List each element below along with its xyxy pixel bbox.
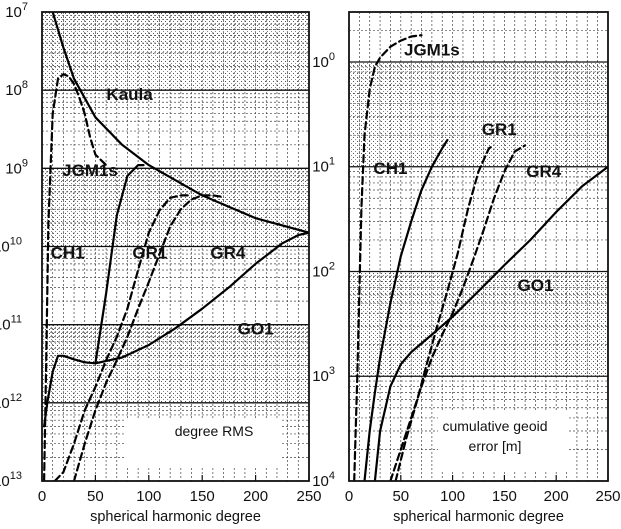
shaded-decade-band	[42, 324, 309, 403]
x-tick-label: 200	[544, 488, 569, 505]
annotation-text: degree RMS	[175, 423, 254, 439]
degree-rms-panel: Kaula JGM1s CH1 GR1 GR4 GO1 degree RMS 0 50 100 15…	[0, 1, 322, 525]
series-line-gr4	[389, 144, 527, 481]
shaded-decade-band	[349, 271, 608, 377]
y-tick-label: 104	[312, 470, 335, 490]
shaded-decade-band	[42, 12, 309, 91]
x-tick-label: 200	[243, 488, 268, 505]
plot-frame	[41, 11, 310, 482]
x-tick-label: 0	[345, 488, 353, 505]
x-tick-label: 50	[392, 488, 409, 505]
y-tick-label: 101	[312, 156, 335, 176]
series-label-jgm1s: JGM1s	[404, 41, 460, 60]
series-label-go1: GO1	[238, 319, 274, 338]
series-group	[353, 34, 608, 481]
series-group	[42, 12, 309, 481]
series-label-ch1: CH1	[373, 159, 407, 178]
annotation-box	[438, 411, 568, 471]
cumulative-geoid-error-panel: JGM1s CH1 GR1 GR4 GO1 cumulative geoid error […	[312, 11, 621, 525]
series-line-ch1	[42, 164, 145, 428]
y-tick-label: 107	[5, 1, 28, 21]
x-tick-label: 250	[296, 488, 321, 505]
series-label-ch1: CH1	[51, 244, 85, 263]
series-label-gr1: GR1	[132, 244, 167, 263]
shaded-decade-band	[349, 61, 608, 167]
x-tick-label: 0	[38, 488, 46, 505]
plot-frame	[348, 11, 609, 482]
series-line-kaula	[51, 12, 309, 234]
annotation-text: cumulative geoid	[442, 418, 547, 434]
series-line-jgm1s	[42, 73, 108, 481]
x-axis-label: spherical harmonic degree	[393, 509, 564, 525]
series-line-ch1	[363, 138, 449, 481]
annotation-box	[126, 418, 280, 466]
y-tick-label: 103	[312, 365, 335, 385]
x-tick-label: 250	[595, 488, 620, 505]
series-line-gr4	[72, 194, 225, 481]
series-line-go1	[94, 231, 309, 365]
series-label-kaula: Kaula	[106, 85, 153, 104]
y-tick-label: 1013	[0, 470, 22, 490]
y-tick-label: 1010	[0, 236, 22, 256]
annotation-text: error [m]	[469, 438, 522, 454]
x-tick-label: 100	[136, 488, 161, 505]
series-line-gr1	[53, 194, 193, 481]
x-tick-label: 100	[440, 488, 465, 505]
series-label-gr4: GR4	[526, 162, 562, 181]
series-label-gr4: GR4	[210, 244, 246, 263]
x-tick-label: 150	[492, 488, 517, 505]
series-line-jgm1s	[353, 34, 423, 481]
x-tick-label: 150	[190, 488, 215, 505]
y-tick-label: 109	[5, 157, 28, 177]
y-tick-label: 102	[312, 260, 335, 280]
series-label-go1: GO1	[518, 276, 554, 295]
series-label-jgm1s: JGM1s	[62, 161, 118, 180]
series-label-gr1: GR1	[482, 120, 517, 139]
y-tick-label: 100	[312, 51, 335, 71]
series-line-go1	[373, 165, 608, 481]
x-axis-label: spherical harmonic degree	[90, 509, 261, 525]
y-tick-label: 108	[5, 79, 28, 99]
x-tick-label: 50	[87, 488, 104, 505]
